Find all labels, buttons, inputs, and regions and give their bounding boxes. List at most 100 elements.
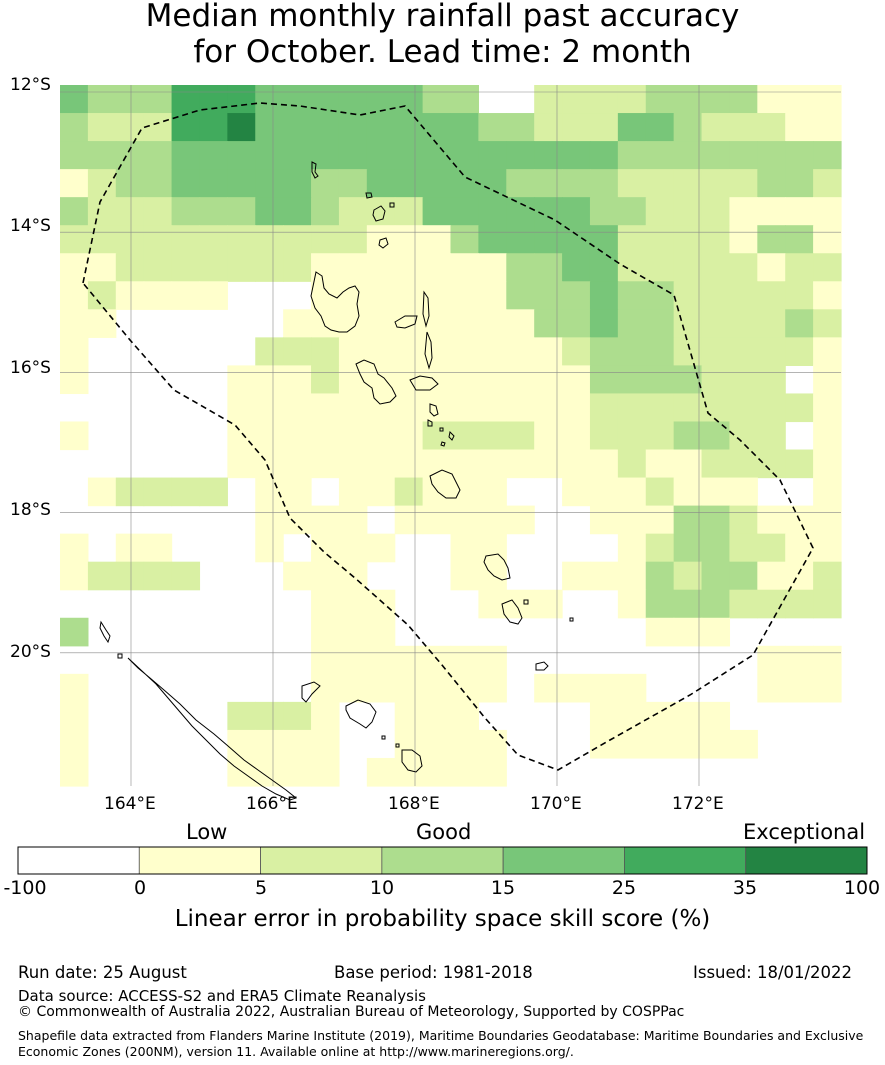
skill-cell bbox=[617, 365, 647, 395]
skill-cell bbox=[143, 197, 173, 226]
skill-cell bbox=[701, 253, 731, 282]
skill-cell bbox=[757, 225, 786, 254]
skill-cell bbox=[422, 85, 452, 114]
skill-cell bbox=[338, 197, 368, 226]
chart-title-line1: Median monthly rainfall past accuracy bbox=[145, 0, 740, 34]
skill-cell bbox=[199, 253, 228, 282]
skill-cell bbox=[60, 757, 89, 787]
skill-cell bbox=[255, 701, 284, 731]
island-aniwa bbox=[523, 599, 529, 605]
skill-cell bbox=[729, 393, 758, 423]
skill-cell bbox=[227, 197, 256, 226]
colorbar-tick-label: 15 bbox=[490, 877, 516, 899]
skill-cell bbox=[645, 253, 675, 282]
skill-cell bbox=[422, 701, 452, 731]
skill-cell bbox=[785, 673, 814, 703]
skill-cell bbox=[589, 197, 619, 226]
skill-cell bbox=[645, 505, 675, 535]
skill-cell bbox=[617, 225, 647, 254]
lon-tick-label-164e: 164°E bbox=[104, 794, 156, 814]
skill-cell bbox=[562, 337, 591, 366]
skill-cell bbox=[506, 281, 535, 310]
skill-cell bbox=[283, 393, 312, 423]
skill-cell bbox=[506, 309, 535, 338]
skill-cell bbox=[115, 477, 145, 507]
skill-cell bbox=[143, 169, 173, 198]
skill-cell bbox=[673, 141, 703, 170]
skill-cell bbox=[478, 449, 507, 479]
skill-cell bbox=[450, 225, 479, 254]
skill-cell bbox=[478, 673, 507, 703]
skill-cell bbox=[311, 253, 340, 282]
skill-cell bbox=[450, 701, 479, 731]
skill-cell bbox=[673, 617, 703, 647]
skill-cell bbox=[450, 673, 479, 703]
skill-cell bbox=[757, 645, 786, 675]
skill-cell bbox=[311, 449, 340, 479]
island-ouvea bbox=[301, 681, 321, 703]
skill-cell bbox=[785, 197, 814, 226]
colorbar-label: Linear error in probability space skill … bbox=[174, 906, 711, 932]
skill-cell bbox=[283, 197, 312, 226]
skill-cell bbox=[729, 141, 758, 170]
skill-cell bbox=[813, 85, 842, 114]
skill-cell bbox=[729, 197, 758, 226]
skill-cell bbox=[813, 477, 842, 507]
skill-cell bbox=[366, 281, 396, 310]
skill-cell bbox=[813, 589, 842, 619]
skill-cell bbox=[617, 169, 647, 198]
skill-cell bbox=[338, 309, 368, 338]
skill-cell bbox=[87, 477, 117, 507]
skill-cell bbox=[757, 197, 786, 226]
skill-cell bbox=[450, 281, 479, 310]
skill-cell bbox=[562, 113, 591, 142]
skill-cell bbox=[617, 533, 647, 563]
skill-cell bbox=[199, 169, 228, 198]
skill-cell bbox=[673, 365, 703, 395]
skill-cell bbox=[199, 225, 228, 254]
skill-cell bbox=[813, 197, 842, 226]
skill-cell bbox=[171, 561, 201, 591]
skill-cell bbox=[115, 561, 145, 591]
skill-cell bbox=[729, 225, 758, 254]
skill-cell bbox=[562, 141, 591, 170]
skill-cell bbox=[422, 169, 452, 198]
skill-cell bbox=[283, 141, 312, 170]
skill-cell bbox=[506, 197, 535, 226]
skill-cell bbox=[338, 85, 368, 114]
skill-cell bbox=[394, 225, 424, 254]
skill-cell bbox=[255, 141, 284, 170]
skill-cell bbox=[645, 421, 675, 451]
data-source: Data source: ACCESS-S2 and ERA5 Climate … bbox=[18, 987, 426, 1005]
skill-cell bbox=[562, 169, 591, 198]
skill-cell bbox=[645, 729, 675, 759]
colorbar-swatch bbox=[138, 846, 261, 875]
skill-cell bbox=[701, 337, 731, 366]
skill-cell bbox=[757, 113, 786, 142]
skill-cell bbox=[450, 505, 479, 535]
skill-cell bbox=[366, 757, 396, 787]
island-espiritu-santo bbox=[310, 271, 360, 333]
skill-cell bbox=[785, 225, 814, 254]
skill-cell bbox=[757, 169, 786, 198]
lat-tick-label-12s: 12°S bbox=[10, 75, 51, 95]
skill-cell bbox=[589, 169, 619, 198]
skill-cell bbox=[534, 337, 563, 366]
skill-cell bbox=[422, 673, 452, 703]
skill-cell bbox=[534, 113, 563, 142]
skill-cell bbox=[785, 309, 814, 338]
skill-cell bbox=[115, 225, 145, 254]
skill-cell bbox=[283, 505, 312, 535]
skill-cell bbox=[562, 477, 591, 507]
skill-cell bbox=[366, 141, 396, 170]
skill-cell bbox=[283, 449, 312, 479]
skill-cell bbox=[478, 281, 507, 310]
skill-cell bbox=[450, 757, 479, 787]
skill-cell bbox=[813, 561, 842, 591]
skill-cell bbox=[645, 533, 675, 563]
skill-cell bbox=[366, 589, 396, 619]
skill-cell bbox=[729, 337, 758, 366]
skill-cell bbox=[617, 701, 647, 731]
skill-cell bbox=[394, 85, 424, 114]
skill-cell bbox=[422, 421, 452, 451]
